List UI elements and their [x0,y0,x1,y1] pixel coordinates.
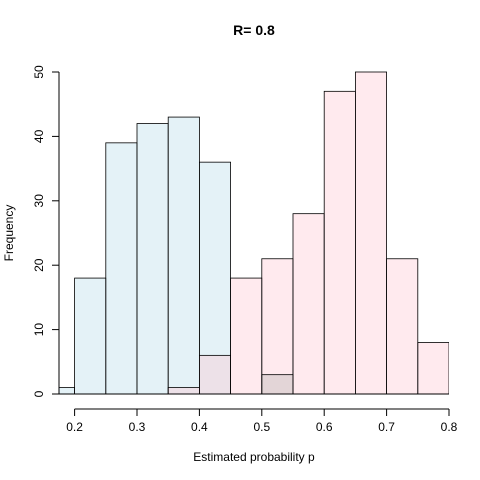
histogram-bar [74,277,107,395]
chart-title: R= 0.8 [233,22,275,38]
histogram-bar [261,258,294,395]
histogram-bar [167,387,200,395]
y-tick-label: 40 [32,129,46,143]
x-tick-label: 0.2 [66,420,83,434]
y-tick-label: 10 [32,323,46,337]
x-tick-label: 0.3 [129,420,146,434]
y-axis: 0 10 20 30 40 50 [32,65,60,397]
plot-area [59,71,449,395]
x-tick-label: 0.7 [378,420,395,434]
histogram-bar [230,277,263,395]
x-tick-label: 0.5 [253,420,270,434]
y-tick-label: 30 [32,194,46,208]
histogram-bar [167,116,200,395]
y-axis-label: Frequency [2,205,16,262]
histogram-bar [261,374,294,395]
x-axis: 0.2 0.3 0.4 0.5 0.6 0.7 0.8 [66,408,458,434]
y-tick-label: 50 [32,65,46,79]
bars-layer [59,71,449,395]
histogram-bar [198,354,231,395]
histogram-bar [292,213,325,395]
x-tick-label: 0.6 [316,420,333,434]
histogram-bar [323,90,356,395]
histogram-bar [105,142,138,395]
histogram-bar [417,342,449,395]
x-tick-label: 0.8 [441,420,458,434]
histogram-bar [136,123,169,395]
x-tick-label: 0.4 [191,420,208,434]
y-tick-label: 0 [32,390,46,397]
histogram-bar [354,71,387,395]
x-axis-label: Estimated probability p [193,450,315,464]
histogram-bar [386,258,419,395]
y-tick-label: 20 [32,258,46,272]
